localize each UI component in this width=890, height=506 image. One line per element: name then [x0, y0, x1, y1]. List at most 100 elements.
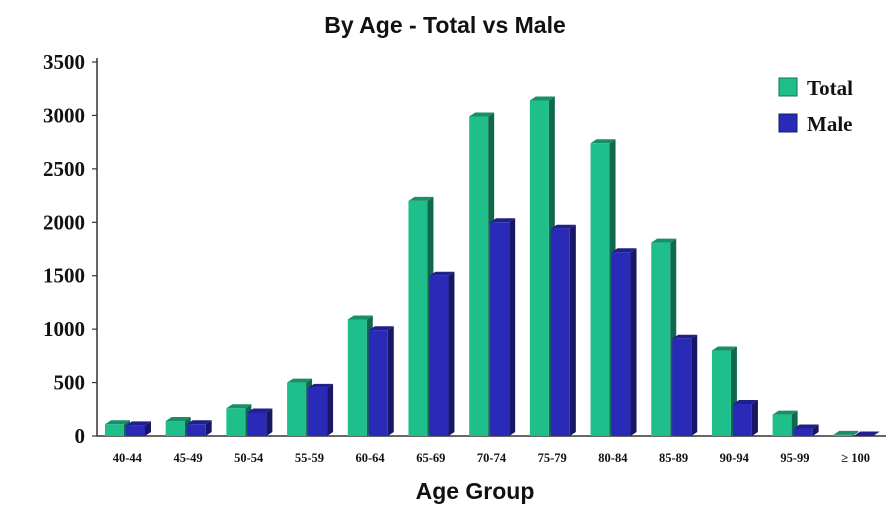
- y-tick-label: 1500: [43, 264, 85, 288]
- bar-total: [833, 430, 859, 436]
- bar-side: [327, 383, 334, 436]
- legend-swatch: [778, 113, 798, 133]
- bar-male: [247, 408, 273, 436]
- x-tick-label: 95-99: [780, 451, 809, 465]
- bar-front: [833, 434, 853, 436]
- bar-front: [611, 252, 631, 436]
- bar-male: [550, 224, 576, 436]
- bar-side: [852, 430, 859, 436]
- x-tick-label: ≥ 100: [841, 451, 870, 465]
- bar-front: [429, 275, 449, 436]
- chart-bars: [105, 96, 880, 437]
- bar-total: [711, 346, 737, 436]
- x-tick-label: 75-79: [538, 451, 567, 465]
- bar-top: [429, 271, 455, 276]
- bar-top: [490, 218, 516, 223]
- bar-top: [672, 334, 698, 339]
- x-tick-label: 55-59: [295, 451, 324, 465]
- bar-top: [368, 326, 394, 331]
- bar-top: [854, 431, 880, 436]
- bar-front: [490, 222, 510, 436]
- bar-front: [732, 403, 752, 436]
- bar-top: [347, 315, 373, 320]
- bar-top: [833, 430, 859, 435]
- bar-front: [308, 387, 328, 436]
- bar-male: [368, 326, 394, 436]
- x-tick-label: 70-74: [477, 451, 507, 465]
- x-tick-label: 85-89: [659, 451, 688, 465]
- y-tick-label: 2000: [43, 210, 85, 234]
- bar-top: [287, 378, 313, 383]
- bar-top: [732, 399, 758, 404]
- bar-front: [469, 116, 489, 437]
- bar-front: [126, 425, 145, 436]
- bar-male: [429, 271, 455, 436]
- x-tick-label: 65-69: [416, 451, 445, 465]
- y-tick-label: 0: [75, 424, 86, 448]
- bar-top: [165, 417, 191, 422]
- bar-side: [812, 424, 819, 436]
- bar-top: [308, 383, 334, 388]
- bar-front: [793, 428, 813, 436]
- bar-front: [854, 435, 874, 436]
- bar-front: [672, 338, 692, 436]
- x-tick-label: 45-49: [173, 451, 202, 465]
- bar-front: [287, 382, 307, 436]
- bar-male: [308, 383, 334, 436]
- legend-label: Total: [807, 76, 853, 100]
- y-tick-label: 2500: [43, 157, 85, 181]
- bar-side: [873, 431, 880, 436]
- x-tick-label: 40-44: [113, 451, 143, 465]
- bar-male: [793, 424, 819, 436]
- bar-top: [226, 404, 252, 409]
- bar-front: [347, 319, 367, 436]
- bar-side: [387, 326, 394, 436]
- bar-front: [550, 228, 570, 436]
- bar-top: [711, 346, 737, 351]
- bar-front: [105, 424, 124, 436]
- bar-male: [490, 218, 516, 436]
- bar-front: [772, 414, 792, 436]
- chart-legend: Total Male: [778, 76, 853, 136]
- bar-male: [186, 420, 212, 436]
- bar-top: [186, 420, 212, 425]
- bar-male: [854, 431, 880, 436]
- y-tick-label: 3500: [43, 50, 85, 74]
- x-axis-label: Age Group: [415, 478, 535, 504]
- bar-side: [691, 334, 698, 436]
- bar-top: [651, 238, 677, 243]
- y-tick-label: 500: [54, 371, 86, 395]
- y-tick-label: 1000: [43, 317, 85, 341]
- x-axis-ticks: 40-44 45-49 50-54 55-59 60-64 65-69 70-74 75-79…: [113, 451, 870, 465]
- bar-side: [569, 224, 576, 436]
- bar-top: [550, 224, 576, 229]
- bar-front: [186, 424, 206, 436]
- x-tick-label: 60-64: [356, 451, 386, 465]
- bar-front: [529, 100, 549, 437]
- bar-top: [772, 410, 798, 415]
- bar-side: [205, 420, 212, 436]
- bar-front: [590, 143, 610, 436]
- x-tick-label: 90-94: [720, 451, 750, 465]
- bar-top: [793, 424, 819, 429]
- bar-front: [408, 200, 428, 436]
- bar-top: [590, 139, 616, 144]
- y-axis-ticks: 0 500 1000 1500 2000 2500 3000 3500: [43, 50, 97, 448]
- bar-front: [226, 408, 246, 436]
- y-tick-label: 3000: [43, 103, 85, 127]
- chart-subtitle: By Age - Total vs Male: [324, 12, 566, 38]
- bar-side: [145, 421, 151, 436]
- bar-front: [368, 330, 388, 436]
- bar-top: [126, 421, 151, 426]
- bar-front: [711, 350, 731, 436]
- legend-swatch: [778, 77, 798, 97]
- bar-side: [266, 408, 273, 436]
- bar-side: [751, 399, 758, 436]
- legend-label: Male: [807, 112, 852, 136]
- bar-side: [448, 271, 455, 436]
- x-tick-label: 80-84: [598, 451, 628, 465]
- bar-male: [126, 421, 151, 436]
- bar-top: [529, 96, 555, 101]
- x-tick-label: 50-54: [234, 451, 264, 465]
